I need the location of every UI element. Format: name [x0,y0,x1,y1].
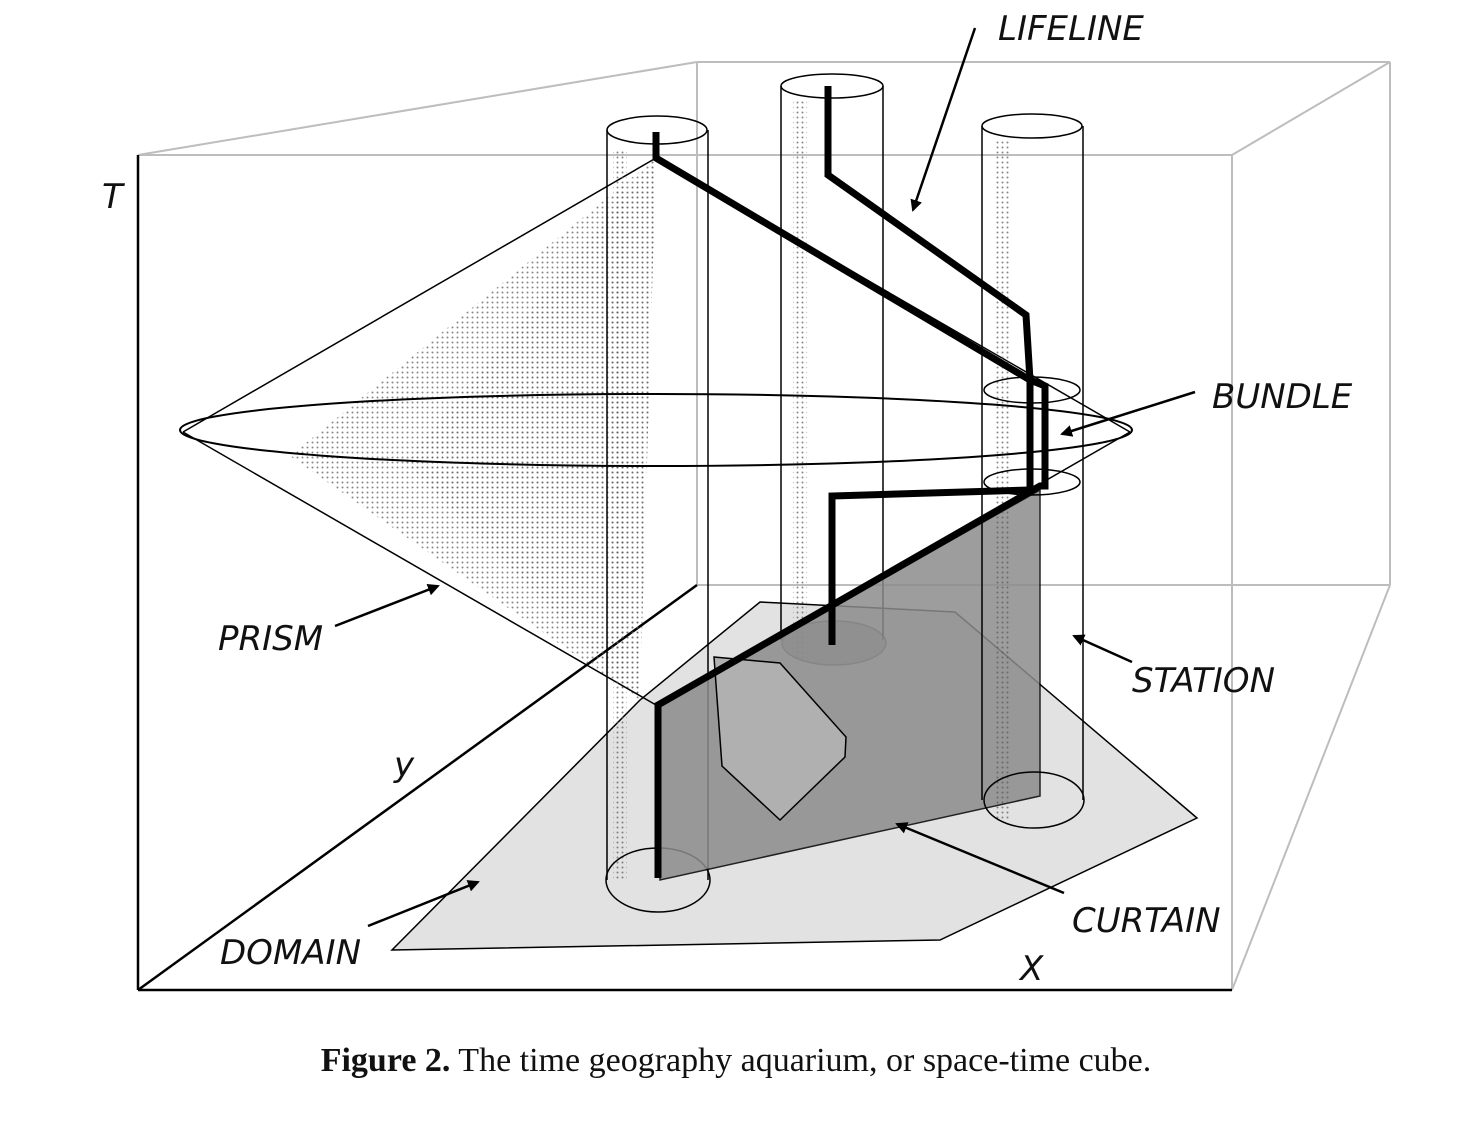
axis-label-x: X [1018,949,1044,989]
callout-arrows [334,27,1196,928]
caption-number: Figure 2. [320,1042,451,1079]
axis-label-y: y [393,745,415,785]
space-time-cube-diagram: LIFELINE BUNDLE PRISM STATION DOMAIN CUR… [102,9,1391,992]
label-curtain: CURTAIN [1072,901,1221,941]
label-station: STATION [1132,661,1275,701]
lifeline-path-a [654,86,1049,878]
figure-caption: Figure 2. The time geography aquarium, o… [0,1042,1472,1080]
label-prism: PRISM [218,619,323,659]
caption-text: The time geography aquarium, or space-ti… [450,1042,1152,1079]
obstacle [713,656,847,822]
axis-label-t: T [102,177,125,217]
label-domain: DOMAIN [220,933,361,973]
prism [179,157,1133,706]
lifeline-path-b [652,132,1034,645]
label-lifeline: LIFELINE [998,9,1144,49]
label-bundle: BUNDLE [1212,377,1353,417]
cube-wireframe [137,61,1391,991]
